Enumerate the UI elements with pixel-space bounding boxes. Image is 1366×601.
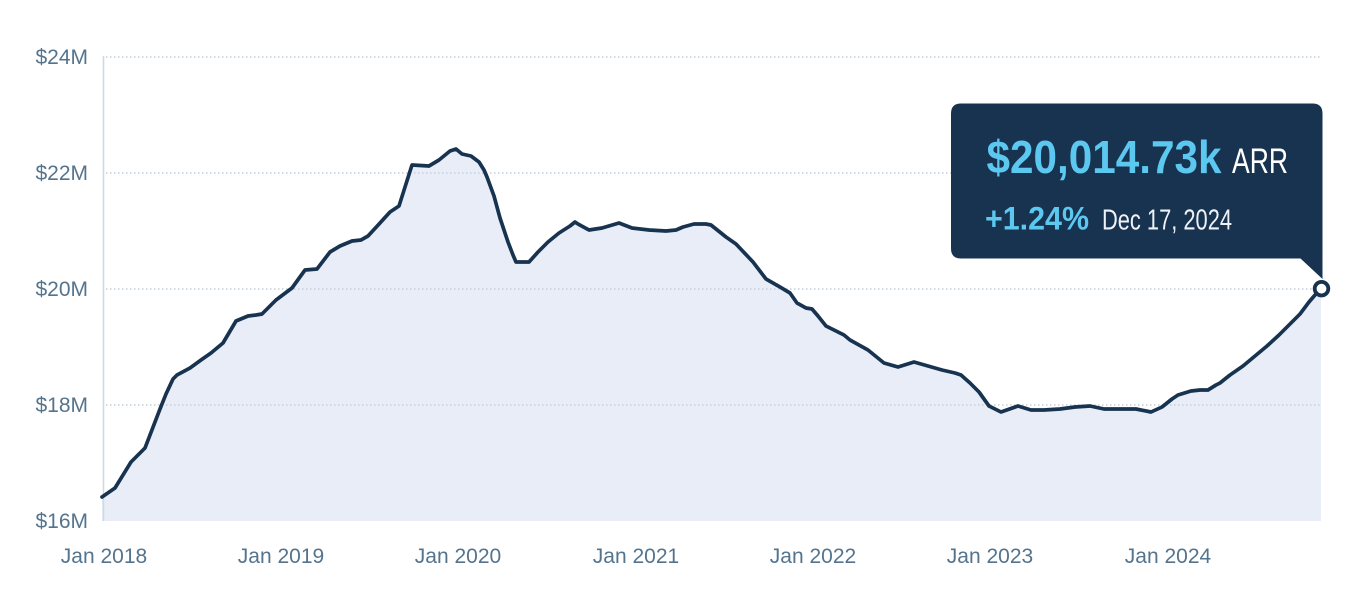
svg-text:+1.24%: +1.24% (985, 201, 1089, 237)
svg-text:Dec 17, 2024: Dec 17, 2024 (1102, 205, 1232, 237)
svg-text:Jan 2022: Jan 2022 (770, 545, 856, 568)
svg-text:$22M: $22M (35, 162, 88, 185)
svg-text:ARR: ARR (1232, 142, 1288, 181)
svg-text:Jan 2021: Jan 2021 (593, 545, 679, 568)
svg-text:Jan 2020: Jan 2020 (415, 545, 501, 568)
svg-text:$16M: $16M (35, 510, 88, 533)
svg-text:Jan 2018: Jan 2018 (61, 545, 147, 568)
svg-text:Jan 2019: Jan 2019 (238, 545, 324, 568)
svg-text:Jan 2024: Jan 2024 (1125, 545, 1212, 568)
svg-text:$24M: $24M (35, 46, 88, 69)
svg-text:$18M: $18M (35, 394, 88, 417)
svg-text:$20,014.73k: $20,014.73k (987, 131, 1222, 183)
svg-text:Jan 2023: Jan 2023 (947, 545, 1033, 568)
svg-text:$20M: $20M (35, 278, 88, 301)
